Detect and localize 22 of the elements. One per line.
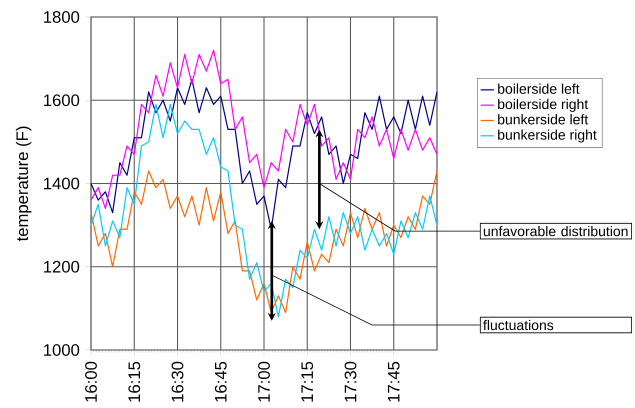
x-tick-label: 17:30 (344, 362, 356, 402)
legend-label: bunkerside right (498, 129, 597, 142)
line-series (90, 104, 438, 318)
y-axis-title: temperature (F) (16, 126, 32, 241)
text: unfavorable distribution (484, 226, 628, 236)
x-tick-label: 17:15 (301, 362, 314, 402)
x-tick-label: 17:45 (388, 362, 400, 402)
x-tick-label: 17:00 (258, 362, 270, 402)
text: fluctuations (483, 320, 554, 330)
x-tick-label: 16:15 (128, 362, 140, 402)
y-tick-label: 1800 (44, 10, 80, 23)
x-tick-label: 16:30 (172, 362, 184, 402)
y-tick-label: 1200 (44, 260, 80, 272)
y-tick-label: 1600 (44, 94, 80, 106)
x-tick-label: 16:45 (214, 362, 227, 402)
y-tick-label: 1000 (44, 344, 80, 356)
legend-label: boilerside right (498, 98, 588, 112)
line-series (90, 50, 438, 209)
legend-label: boilerside left (498, 83, 580, 94)
x-tick-label: 16:00 (85, 362, 97, 402)
legend-label: bunkerside left (498, 114, 588, 124)
y-tick-label: 1400 (44, 177, 80, 190)
